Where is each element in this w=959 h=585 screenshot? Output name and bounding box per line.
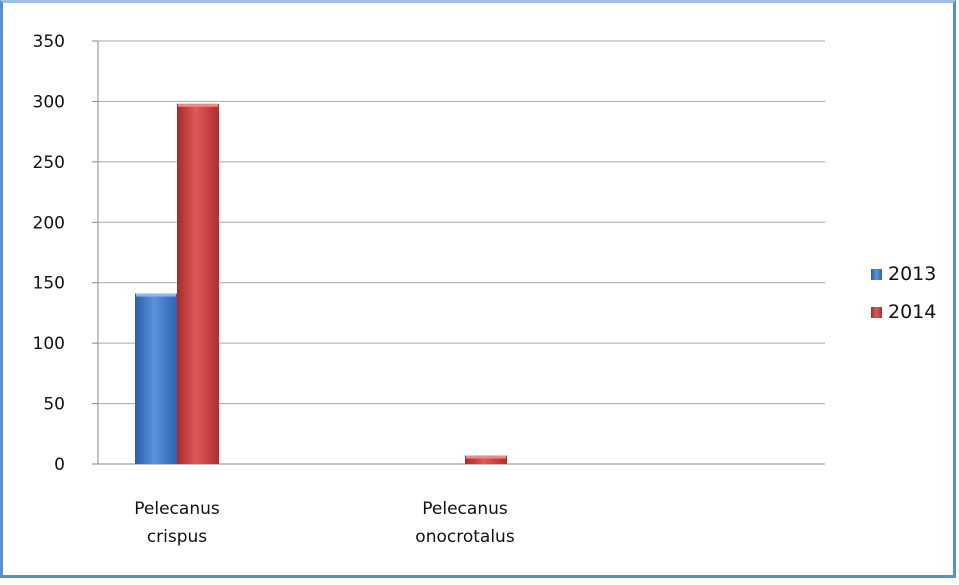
x-tick-label-0-line-0: Pelecanus — [134, 499, 220, 519]
gridlines — [92, 40, 825, 465]
x-tick-label-0-line-1: crispus — [147, 527, 207, 547]
bar-top-2014-0 — [178, 103, 218, 107]
legend-label-2014: 2014 — [888, 301, 937, 323]
y-tick-label-250: 250 — [33, 153, 65, 173]
y-tick-label-300: 300 — [33, 92, 65, 112]
y-tick-label-0: 0 — [54, 455, 65, 475]
bars — [135, 103, 507, 465]
legend-label-2013: 2013 — [888, 263, 937, 285]
legend: 2013 2014 — [871, 261, 936, 337]
legend-swatch-2014 — [871, 306, 882, 318]
y-tick-label-350: 350 — [33, 32, 65, 52]
y-tick-label-50: 50 — [43, 395, 65, 415]
y-axis-tick-labels: 0 50 100 150 200 250 300 350 — [33, 32, 65, 475]
legend-swatch-2013 — [871, 268, 882, 280]
x-tick-label-1-line-0: Pelecanus — [422, 499, 508, 519]
bar-2014-1 — [465, 455, 507, 464]
bar-2013-0 — [135, 293, 177, 464]
x-tick-label-1-line-1: onocrotalus — [415, 527, 515, 547]
y-tick-label-150: 150 — [33, 274, 65, 294]
legend-item-2014: 2014 — [871, 299, 936, 325]
y-tick-label-200: 200 — [33, 213, 65, 233]
legend-item-2013: 2013 — [871, 261, 936, 287]
bar-2014-0 — [177, 103, 219, 465]
bar-top-2013-0 — [136, 293, 176, 297]
y-tick-label-100: 100 — [33, 334, 65, 354]
x-axis-tick-labels: Pelecanus crispus Pelecanus onocrotalus — [134, 499, 515, 547]
bar-top-2014-1 — [466, 455, 506, 459]
